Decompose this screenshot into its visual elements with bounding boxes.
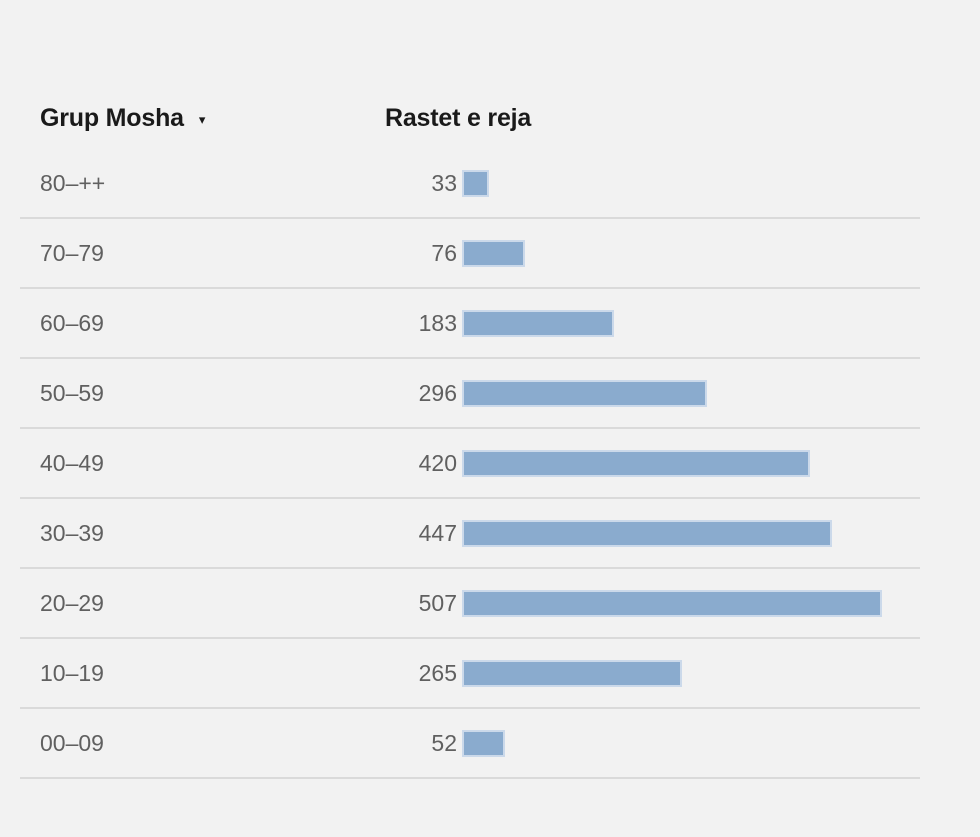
bar-cell: 52 (385, 729, 920, 757)
bar-cell: 183 (385, 309, 920, 337)
bar-cell: 296 (385, 379, 920, 407)
table-header: Grup Mosha ▾ Rastet e reja (20, 100, 920, 136)
bar (462, 449, 810, 477)
table-row: 10–19 265 (20, 639, 920, 709)
bar-cell: 265 (385, 659, 920, 687)
table-row: 30–39 447 (20, 499, 920, 569)
table-body: 80–++ 33 70–79 76 60–69 183 50–59 296 40… (20, 149, 920, 779)
value-label: 265 (418, 659, 457, 686)
table-row: 20–29 507 (20, 569, 920, 639)
value-label: 507 (418, 589, 457, 616)
bar (462, 379, 707, 407)
column-header-age-group[interactable]: Grup Mosha ▾ (40, 104, 385, 133)
age-group-label: 10–19 (40, 659, 104, 686)
table-row: 70–79 76 (20, 219, 920, 289)
new-cases-column-label: Rastet e reja (385, 103, 532, 132)
age-group-label: 40–49 (40, 449, 104, 476)
value-label: 52 (431, 729, 457, 756)
value-label: 296 (418, 379, 457, 406)
bar (462, 309, 614, 337)
bar-cell: 76 (385, 239, 920, 267)
bar-cell: 507 (385, 589, 920, 617)
bar-cell: 447 (385, 519, 920, 547)
age-group-label: 50–59 (40, 379, 104, 406)
bar (462, 519, 832, 547)
value-label: 33 (431, 169, 457, 196)
value-label: 420 (418, 449, 457, 476)
sort-descending-icon: ▾ (198, 111, 206, 127)
age-group-label: 70–79 (40, 239, 104, 266)
bar (462, 729, 505, 757)
bar (462, 589, 882, 617)
age-group-label: 00–09 (40, 729, 104, 756)
table-content: Grup Mosha ▾ Rastet e reja 80–++ 33 70–7… (20, 0, 920, 779)
table-row: 60–69 183 (20, 289, 920, 359)
table-row: 40–49 420 (20, 429, 920, 499)
age-group-label: 20–29 (40, 589, 104, 616)
value-label: 76 (431, 239, 457, 266)
table-row: 00–09 52 (20, 709, 920, 779)
value-label: 183 (418, 309, 457, 336)
age-group-label: 30–39 (40, 519, 104, 546)
bar-cell: 420 (385, 449, 920, 477)
bar (462, 659, 682, 687)
age-group-label: 80–++ (40, 169, 106, 196)
bar (462, 239, 525, 267)
age-group-label: 60–69 (40, 309, 104, 336)
bar-cell: 33 (385, 169, 920, 197)
bar (462, 169, 489, 197)
table-row: 50–59 296 (20, 359, 920, 429)
column-header-new-cases: Rastet e reja (385, 104, 920, 133)
age-group-column-label: Grup Mosha (40, 103, 184, 132)
value-label: 447 (418, 519, 457, 546)
table-row: 80–++ 33 (20, 149, 920, 219)
